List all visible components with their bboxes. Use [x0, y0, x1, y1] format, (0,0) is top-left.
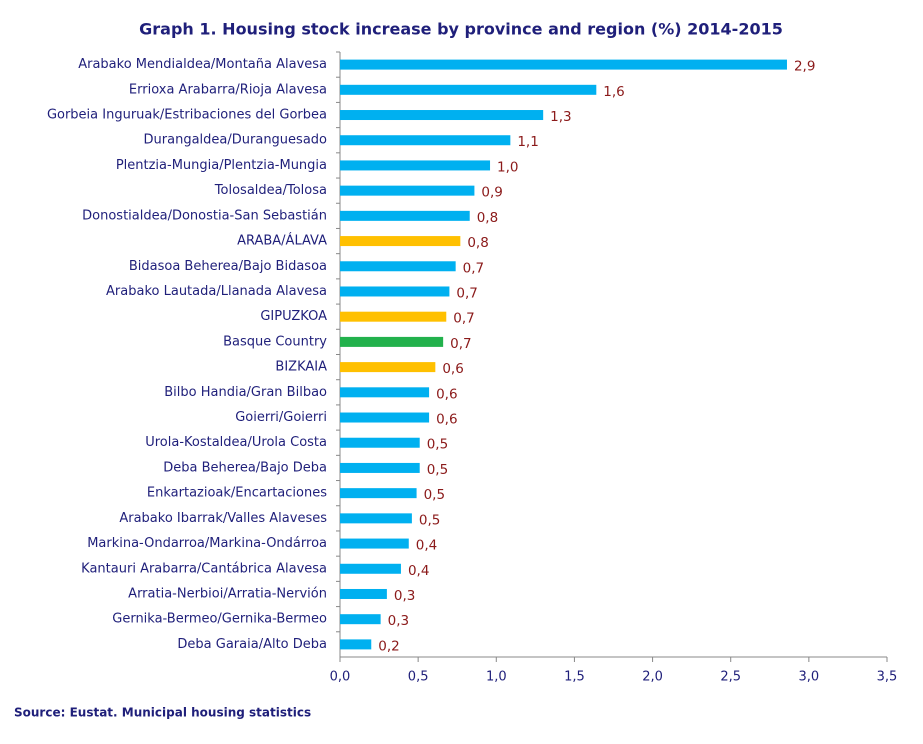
value-label: 0,5 — [427, 462, 448, 478]
value-label: 0,7 — [456, 285, 477, 301]
value-label: 0,3 — [394, 588, 415, 604]
y-tick-label: ARABA/ÁLAVA — [237, 233, 327, 249]
bar — [340, 160, 491, 171]
value-label: 1,3 — [550, 109, 571, 125]
x-tick-label: 0,0 — [330, 670, 351, 685]
value-label: 0,8 — [467, 235, 488, 251]
value-label: 0,5 — [419, 512, 440, 528]
source: Source: Eustat. Municipal housing statis… — [14, 706, 311, 720]
bar — [340, 84, 597, 95]
y-tick-label: Gernika-Bermeo/Gernika-Bermeo — [112, 612, 327, 627]
y-tick-label: Arabako Ibarrak/Valles Alaveses — [119, 511, 327, 526]
x-tick-label: 3,0 — [799, 670, 820, 685]
bar — [340, 210, 470, 221]
y-tick-label: Arabako Mendialdea/Montaña Alavesa — [78, 57, 327, 72]
y-tick-label: Kantauri Arabarra/Cantábrica Alavesa — [81, 561, 327, 576]
value-label: 0,5 — [427, 437, 448, 453]
y-tick-label: Plentzia-Mungia/Plentzia-Mungia — [116, 158, 327, 173]
bar — [340, 236, 461, 247]
bar — [340, 387, 430, 398]
y-tick-label: Arabako Lautada/Llanada Alavesa — [106, 284, 327, 299]
value-label: 1,6 — [603, 84, 624, 100]
y-tick-label: Deba Garaia/Alto Deba — [177, 637, 327, 652]
bar — [340, 563, 401, 574]
bar — [340, 311, 447, 322]
bar — [340, 286, 450, 297]
value-label: 0,2 — [378, 638, 399, 654]
value-label: 0,7 — [453, 311, 474, 327]
value-label: 0,6 — [442, 361, 463, 377]
bar — [340, 437, 420, 448]
y-tick-label: Tolosaldea/Tolosa — [214, 183, 327, 198]
bar — [340, 59, 787, 70]
x-tick-label: 2,5 — [720, 670, 741, 685]
y-tick-label: Bidasoa Beherea/Bajo Bidasoa — [129, 259, 327, 274]
bar — [340, 588, 387, 599]
x-tick-label: 1,0 — [486, 670, 507, 685]
y-tick-label: Arratia-Nerbioi/Arratia-Nervión — [128, 586, 327, 601]
bar — [340, 135, 511, 146]
y-tick-label: Errioxa Arabarra/Rioja Alavesa — [129, 82, 327, 97]
bar — [340, 488, 417, 499]
bar — [340, 639, 372, 650]
bar — [340, 614, 381, 625]
x-tick-label: 1,5 — [564, 670, 585, 685]
bar — [340, 462, 420, 473]
y-tick-label: GIPUZKOA — [260, 309, 327, 324]
value-label: 0,6 — [436, 412, 457, 428]
value-label: 0,4 — [416, 538, 437, 554]
y-tick-label: BIZKAIA — [275, 360, 327, 375]
y-tick-label: Donostialdea/Donostia-San Sebastián — [82, 208, 327, 223]
value-label: 0,6 — [436, 386, 457, 402]
bar — [340, 261, 456, 272]
x-tick-label: 0,5 — [408, 670, 429, 685]
y-tick-label: Goierri/Goierri — [235, 410, 327, 425]
value-label: 1,0 — [497, 159, 518, 175]
bar — [340, 185, 475, 196]
bar — [340, 538, 409, 549]
value-label: 0,9 — [481, 185, 502, 201]
y-tick-label: Basque Country — [223, 334, 327, 349]
x-tick-label: 2,0 — [642, 670, 663, 685]
value-label: 0,4 — [408, 563, 429, 579]
y-tick-label: Gorbeia Inguruak/Estribaciones del Gorbe… — [47, 108, 327, 123]
bar — [340, 110, 544, 121]
y-tick-label: Markina-Ondarroa/Markina-Ondárroa — [87, 536, 327, 551]
value-label: 0,7 — [463, 260, 484, 276]
value-label: 2,9 — [794, 59, 815, 75]
y-tick-label: Enkartazioak/Encartaciones — [147, 486, 327, 501]
value-label: 0,7 — [450, 336, 471, 352]
chart-title: Graph 1. Housing stock increase by provi… — [139, 20, 783, 39]
bar — [340, 362, 436, 373]
value-label: 1,1 — [517, 134, 538, 150]
y-tick-label: Deba Beherea/Bajo Deba — [163, 460, 327, 475]
bar — [340, 513, 412, 524]
value-label: 0,8 — [477, 210, 498, 226]
value-label: 0,5 — [424, 487, 445, 503]
bar — [340, 412, 430, 423]
value-label: 0,3 — [388, 613, 409, 629]
x-tick-label: 3,5 — [877, 670, 898, 685]
y-tick-label: Durangaldea/Duranguesado — [144, 133, 328, 148]
bar — [340, 336, 444, 347]
y-tick-label: Bilbo Handia/Gran Bilbao — [164, 385, 327, 400]
y-tick-label: Urola-Kostaldea/Urola Costa — [145, 435, 327, 450]
